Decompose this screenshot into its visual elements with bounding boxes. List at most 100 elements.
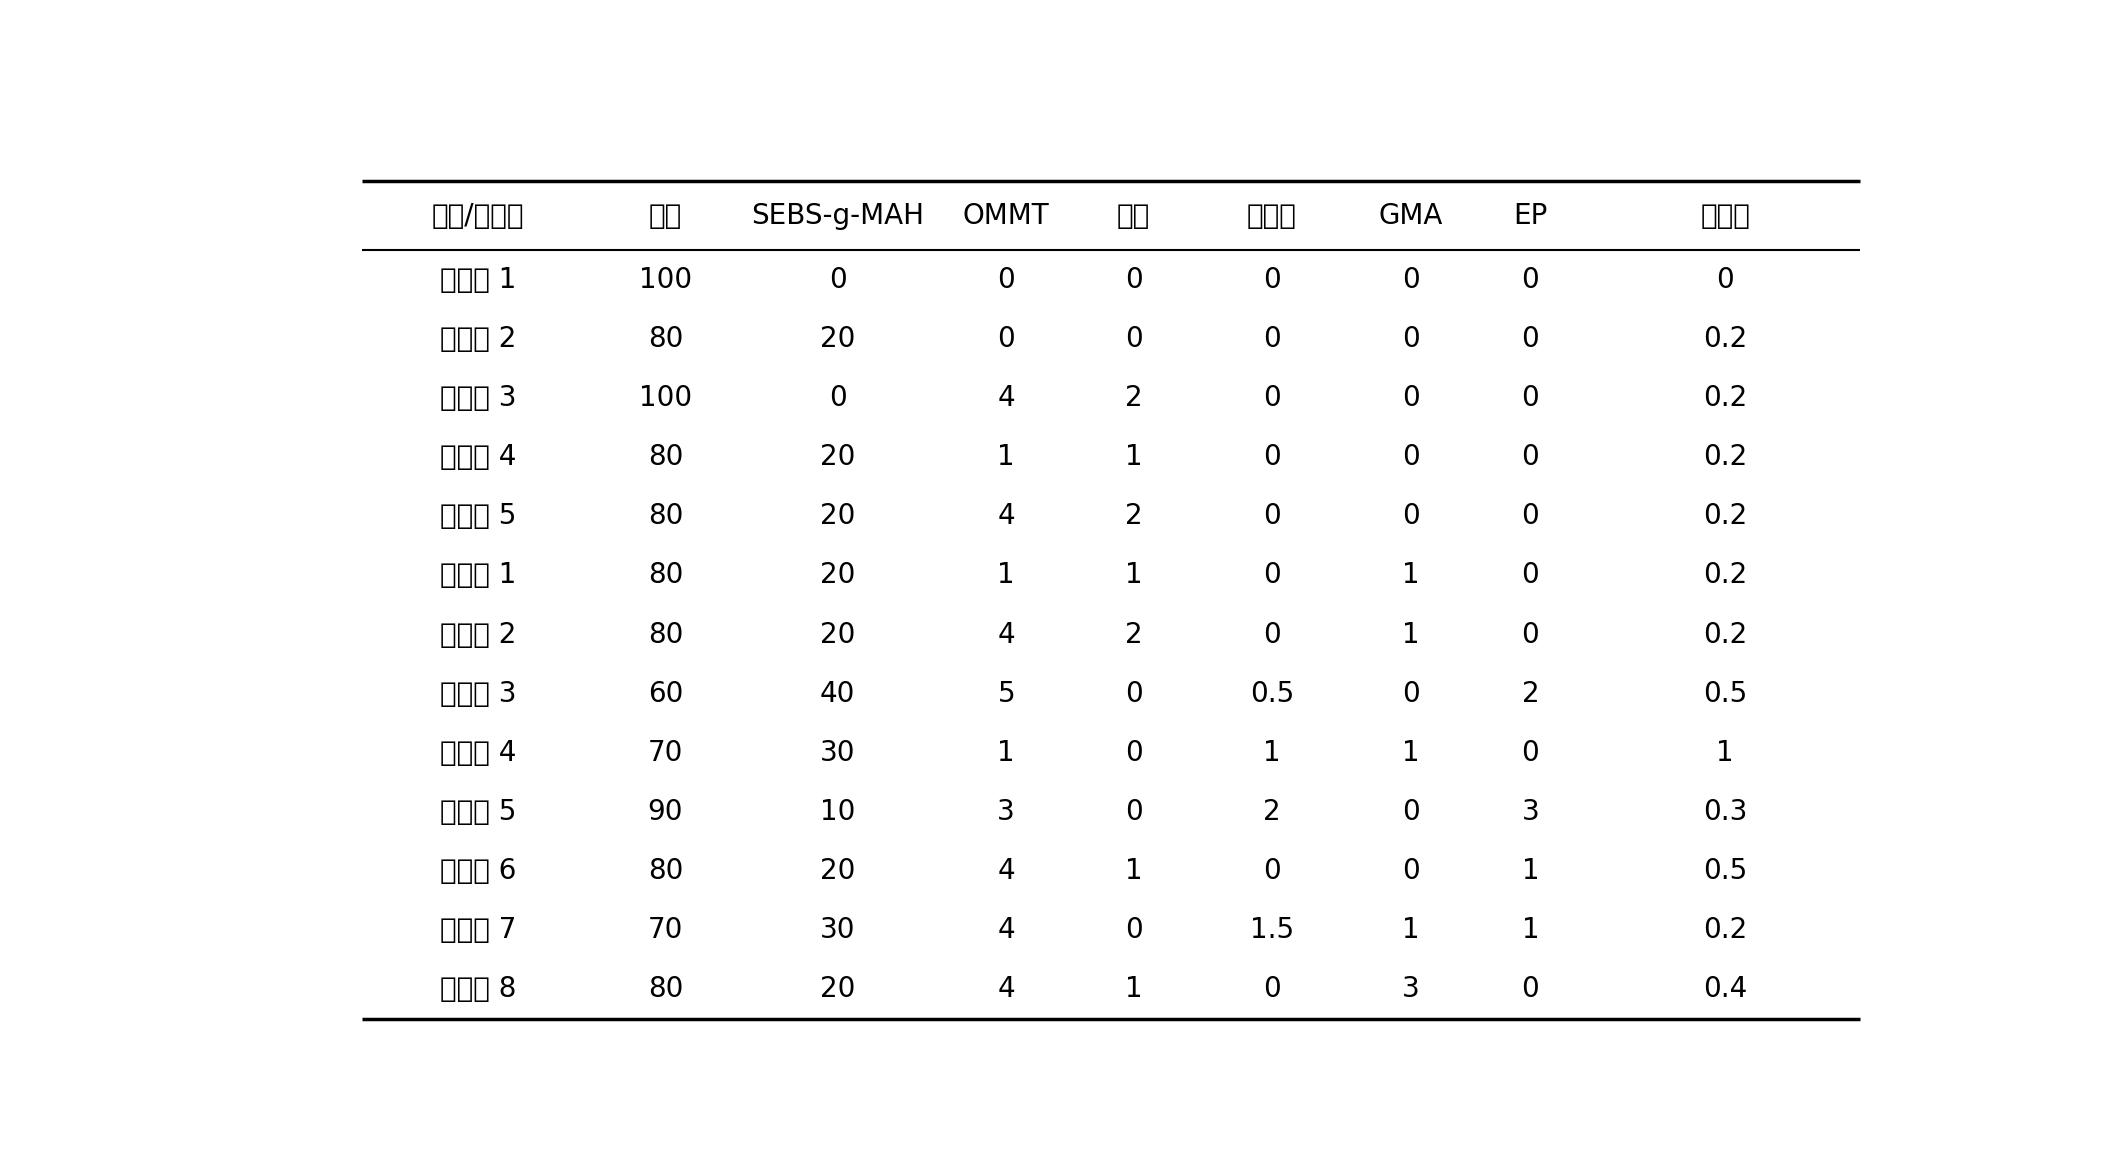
Text: 0.2: 0.2 [1702, 384, 1747, 412]
Text: 0: 0 [1521, 384, 1540, 412]
Text: 0: 0 [1521, 502, 1540, 530]
Text: 2: 2 [1126, 384, 1143, 412]
Text: 20: 20 [819, 856, 855, 885]
Text: 30: 30 [819, 738, 855, 766]
Text: 环烷油: 环烷油 [1246, 201, 1297, 229]
Text: 80: 80 [648, 325, 682, 353]
Text: 0: 0 [1521, 266, 1540, 294]
Text: 20: 20 [819, 443, 855, 472]
Text: 1: 1 [1402, 562, 1419, 590]
Text: 0.5: 0.5 [1702, 680, 1747, 708]
Text: 0: 0 [1402, 325, 1419, 353]
Text: 试样/重量份: 试样/重量份 [433, 201, 524, 229]
Text: 0: 0 [828, 266, 847, 294]
Text: 0: 0 [1124, 738, 1143, 766]
Text: 实施例 6: 实施例 6 [439, 856, 517, 885]
Text: 0.2: 0.2 [1702, 325, 1747, 353]
Text: 0: 0 [1124, 680, 1143, 708]
Text: 0: 0 [1124, 325, 1143, 353]
Text: 80: 80 [648, 562, 682, 590]
Text: 实施例 7: 实施例 7 [439, 916, 517, 944]
Text: 2: 2 [1521, 680, 1540, 708]
Text: 3: 3 [1521, 798, 1540, 826]
Text: 比较例 1: 比较例 1 [439, 266, 517, 294]
Text: OMMT: OMMT [963, 201, 1050, 229]
Text: 1: 1 [1402, 738, 1419, 766]
Text: 3: 3 [1402, 976, 1419, 1003]
Text: 0: 0 [1263, 856, 1280, 885]
Text: 比较例 4: 比较例 4 [439, 443, 517, 472]
Text: 实施例 5: 实施例 5 [439, 798, 517, 826]
Text: 实施例 4: 实施例 4 [439, 738, 517, 766]
Text: 0: 0 [1521, 620, 1540, 648]
Text: 实施例 3: 实施例 3 [439, 680, 517, 708]
Text: GMA: GMA [1379, 201, 1442, 229]
Text: 实施例 1: 实施例 1 [439, 562, 517, 590]
Text: 1: 1 [997, 562, 1016, 590]
Text: 0: 0 [1402, 266, 1419, 294]
Text: 0: 0 [1717, 266, 1734, 294]
Text: 实施例 8: 实施例 8 [439, 976, 517, 1003]
Text: 4: 4 [997, 976, 1016, 1003]
Text: 0: 0 [1521, 562, 1540, 590]
Text: 20: 20 [819, 620, 855, 648]
Text: 0: 0 [1402, 443, 1419, 472]
Text: 0: 0 [1263, 325, 1280, 353]
Text: 比较例 2: 比较例 2 [439, 325, 517, 353]
Text: 30: 30 [819, 916, 855, 944]
Text: 0: 0 [1402, 384, 1419, 412]
Text: 0: 0 [1124, 916, 1143, 944]
Text: 0: 0 [828, 384, 847, 412]
Text: 0: 0 [1263, 562, 1280, 590]
Text: 2: 2 [1126, 620, 1143, 648]
Text: 2: 2 [1263, 798, 1280, 826]
Text: 0: 0 [1402, 798, 1419, 826]
Text: 5: 5 [997, 680, 1016, 708]
Text: 80: 80 [648, 620, 682, 648]
Text: 1: 1 [1521, 856, 1540, 885]
Text: 20: 20 [819, 562, 855, 590]
Text: 0: 0 [1521, 738, 1540, 766]
Text: 0: 0 [1263, 384, 1280, 412]
Text: 0: 0 [1521, 325, 1540, 353]
Text: 0: 0 [1263, 620, 1280, 648]
Text: 0.5: 0.5 [1250, 680, 1295, 708]
Text: 1: 1 [1402, 916, 1419, 944]
Text: 80: 80 [648, 443, 682, 472]
Text: 0.2: 0.2 [1702, 916, 1747, 944]
Text: 0: 0 [997, 325, 1016, 353]
Text: 实施例 2: 实施例 2 [439, 620, 517, 648]
Text: 90: 90 [648, 798, 684, 826]
Text: EP: EP [1512, 201, 1548, 229]
Text: 0: 0 [1263, 443, 1280, 472]
Text: 0: 0 [1124, 266, 1143, 294]
Text: 0.2: 0.2 [1702, 502, 1747, 530]
Text: 白油: 白油 [1117, 201, 1151, 229]
Text: 抗氧剂: 抗氧剂 [1700, 201, 1751, 229]
Text: 60: 60 [648, 680, 682, 708]
Text: 1: 1 [1126, 443, 1143, 472]
Text: 4: 4 [997, 856, 1016, 885]
Text: 0.5: 0.5 [1702, 856, 1747, 885]
Text: 0: 0 [997, 266, 1016, 294]
Text: SEBS-g-MAH: SEBS-g-MAH [752, 201, 925, 229]
Text: 1: 1 [997, 738, 1016, 766]
Text: 1: 1 [1126, 976, 1143, 1003]
Text: 100: 100 [640, 266, 693, 294]
Text: 0: 0 [1402, 680, 1419, 708]
Text: 4: 4 [997, 502, 1016, 530]
Text: 0: 0 [1263, 266, 1280, 294]
Text: 70: 70 [648, 738, 682, 766]
Text: 80: 80 [648, 976, 682, 1003]
Text: 尼龙: 尼龙 [648, 201, 682, 229]
Text: 1: 1 [1126, 856, 1143, 885]
Text: 0.2: 0.2 [1702, 620, 1747, 648]
Text: 1: 1 [997, 443, 1016, 472]
Text: 0: 0 [1521, 976, 1540, 1003]
Text: 4: 4 [997, 620, 1016, 648]
Text: 1.5: 1.5 [1250, 916, 1295, 944]
Text: 1: 1 [1717, 738, 1734, 766]
Text: 1: 1 [1263, 738, 1280, 766]
Text: 10: 10 [819, 798, 855, 826]
Text: 比较例 5: 比较例 5 [439, 502, 517, 530]
